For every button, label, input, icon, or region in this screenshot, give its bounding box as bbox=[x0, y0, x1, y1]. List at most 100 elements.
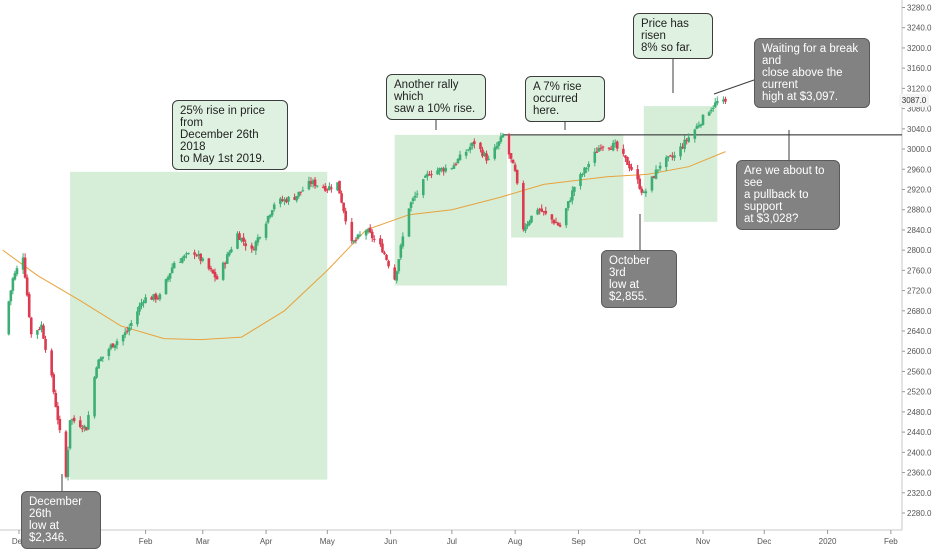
candle-body bbox=[658, 165, 662, 169]
candle-body bbox=[595, 151, 599, 153]
candle-body bbox=[458, 154, 462, 161]
candle-body bbox=[515, 169, 519, 184]
candle-body bbox=[713, 102, 717, 107]
candle-body bbox=[487, 158, 490, 160]
y-tick-label: 3080.0 bbox=[907, 105, 932, 114]
candle-body bbox=[123, 332, 127, 335]
x-tick-label: Jun bbox=[384, 537, 397, 546]
candle-body bbox=[481, 149, 484, 157]
candle-body bbox=[170, 267, 174, 274]
candle-body bbox=[281, 199, 284, 201]
candle-body bbox=[630, 167, 633, 170]
candle-body bbox=[673, 155, 676, 158]
candle-body bbox=[564, 208, 568, 226]
candle-body bbox=[150, 297, 154, 300]
candle-body bbox=[421, 179, 425, 196]
candle-body bbox=[136, 311, 139, 325]
candle-body bbox=[301, 190, 305, 192]
candle-body bbox=[573, 186, 576, 192]
candle-body bbox=[454, 163, 458, 165]
candle-body bbox=[387, 260, 390, 267]
candle-body bbox=[468, 146, 472, 150]
y-tick-label: 2800.0 bbox=[907, 246, 932, 255]
y-tick-label: 3000.0 bbox=[907, 145, 932, 154]
candle-body bbox=[336, 182, 339, 191]
y-tick-label: 2360.0 bbox=[907, 469, 932, 478]
candle-body bbox=[7, 301, 11, 335]
candle-body bbox=[707, 112, 711, 116]
candle-body bbox=[413, 195, 417, 198]
candle-body bbox=[342, 202, 345, 212]
candle-body bbox=[626, 156, 629, 165]
annotation-rally-2: Another rally which saw a 10% rise. bbox=[386, 74, 486, 120]
candle-body bbox=[654, 169, 658, 179]
candle-body bbox=[109, 344, 113, 349]
candle-body bbox=[72, 417, 76, 422]
candle-body bbox=[283, 199, 286, 202]
candle-body bbox=[622, 148, 625, 154]
y-tick-label: 2400.0 bbox=[907, 448, 932, 457]
candle-body bbox=[87, 415, 90, 430]
candle-body bbox=[364, 230, 368, 236]
candle-body bbox=[664, 157, 668, 168]
y-tick-label: 3200.0 bbox=[907, 44, 932, 53]
candle-body bbox=[80, 428, 84, 430]
x-tick-label: Dec bbox=[757, 537, 771, 546]
candle-body bbox=[279, 198, 282, 204]
candle-body bbox=[315, 185, 319, 187]
y-tick-label: 2560.0 bbox=[907, 367, 932, 376]
candle-body bbox=[568, 200, 572, 202]
y-tick-label: 2680.0 bbox=[907, 307, 932, 316]
candle-body bbox=[426, 173, 429, 177]
highlight-zone-4 bbox=[643, 106, 718, 222]
y-tick-label: 3120.0 bbox=[907, 84, 932, 93]
candle-body bbox=[156, 298, 160, 300]
candle-body bbox=[168, 273, 172, 279]
candle-body bbox=[368, 227, 372, 233]
candle-body bbox=[238, 233, 241, 240]
y-tick-label: 2920.0 bbox=[907, 185, 932, 194]
x-tick-label: Feb bbox=[139, 537, 153, 546]
candle-body bbox=[640, 188, 644, 193]
candle-body bbox=[395, 271, 399, 281]
y-tick-label: 2720.0 bbox=[907, 287, 932, 296]
candle-body bbox=[652, 176, 656, 179]
candle-body bbox=[66, 449, 70, 478]
candle-body bbox=[379, 238, 382, 245]
candle-body bbox=[299, 191, 303, 193]
y-tick-label: 3160.0 bbox=[907, 64, 932, 73]
annotation-breakout: Waiting for a break and close above the … bbox=[754, 38, 870, 108]
candle-body bbox=[479, 142, 482, 150]
x-tick-label: Sep bbox=[571, 537, 586, 546]
last-price-badge: 3087.0 bbox=[899, 94, 929, 107]
candle-body bbox=[13, 273, 17, 280]
candle-body bbox=[499, 136, 503, 142]
candle-body bbox=[58, 419, 62, 431]
candle-body bbox=[609, 148, 613, 150]
candle-body bbox=[407, 208, 411, 237]
candle-body bbox=[230, 249, 233, 253]
candle-body bbox=[558, 224, 562, 227]
candle-body bbox=[121, 334, 125, 342]
candle-body bbox=[530, 215, 533, 223]
y-tick-label: 2840.0 bbox=[907, 226, 932, 235]
candle-body bbox=[93, 377, 96, 417]
candle-body bbox=[272, 204, 276, 210]
candle-body bbox=[669, 155, 672, 157]
candle-body bbox=[715, 100, 719, 104]
candle-body bbox=[125, 330, 129, 332]
candle-body bbox=[497, 141, 501, 146]
candle-body bbox=[207, 258, 211, 269]
candle-body bbox=[456, 159, 460, 164]
y-tick-label: 2320.0 bbox=[907, 489, 932, 498]
candle-body bbox=[307, 180, 311, 190]
candle-body bbox=[522, 183, 525, 230]
candle-body bbox=[50, 350, 53, 376]
candle-body bbox=[64, 431, 68, 477]
candle-body bbox=[501, 135, 505, 138]
candle-body bbox=[258, 237, 262, 239]
candle-body bbox=[542, 211, 546, 213]
moving-average-line bbox=[2, 151, 726, 341]
candle-body bbox=[636, 169, 639, 180]
candle-body bbox=[585, 168, 588, 170]
